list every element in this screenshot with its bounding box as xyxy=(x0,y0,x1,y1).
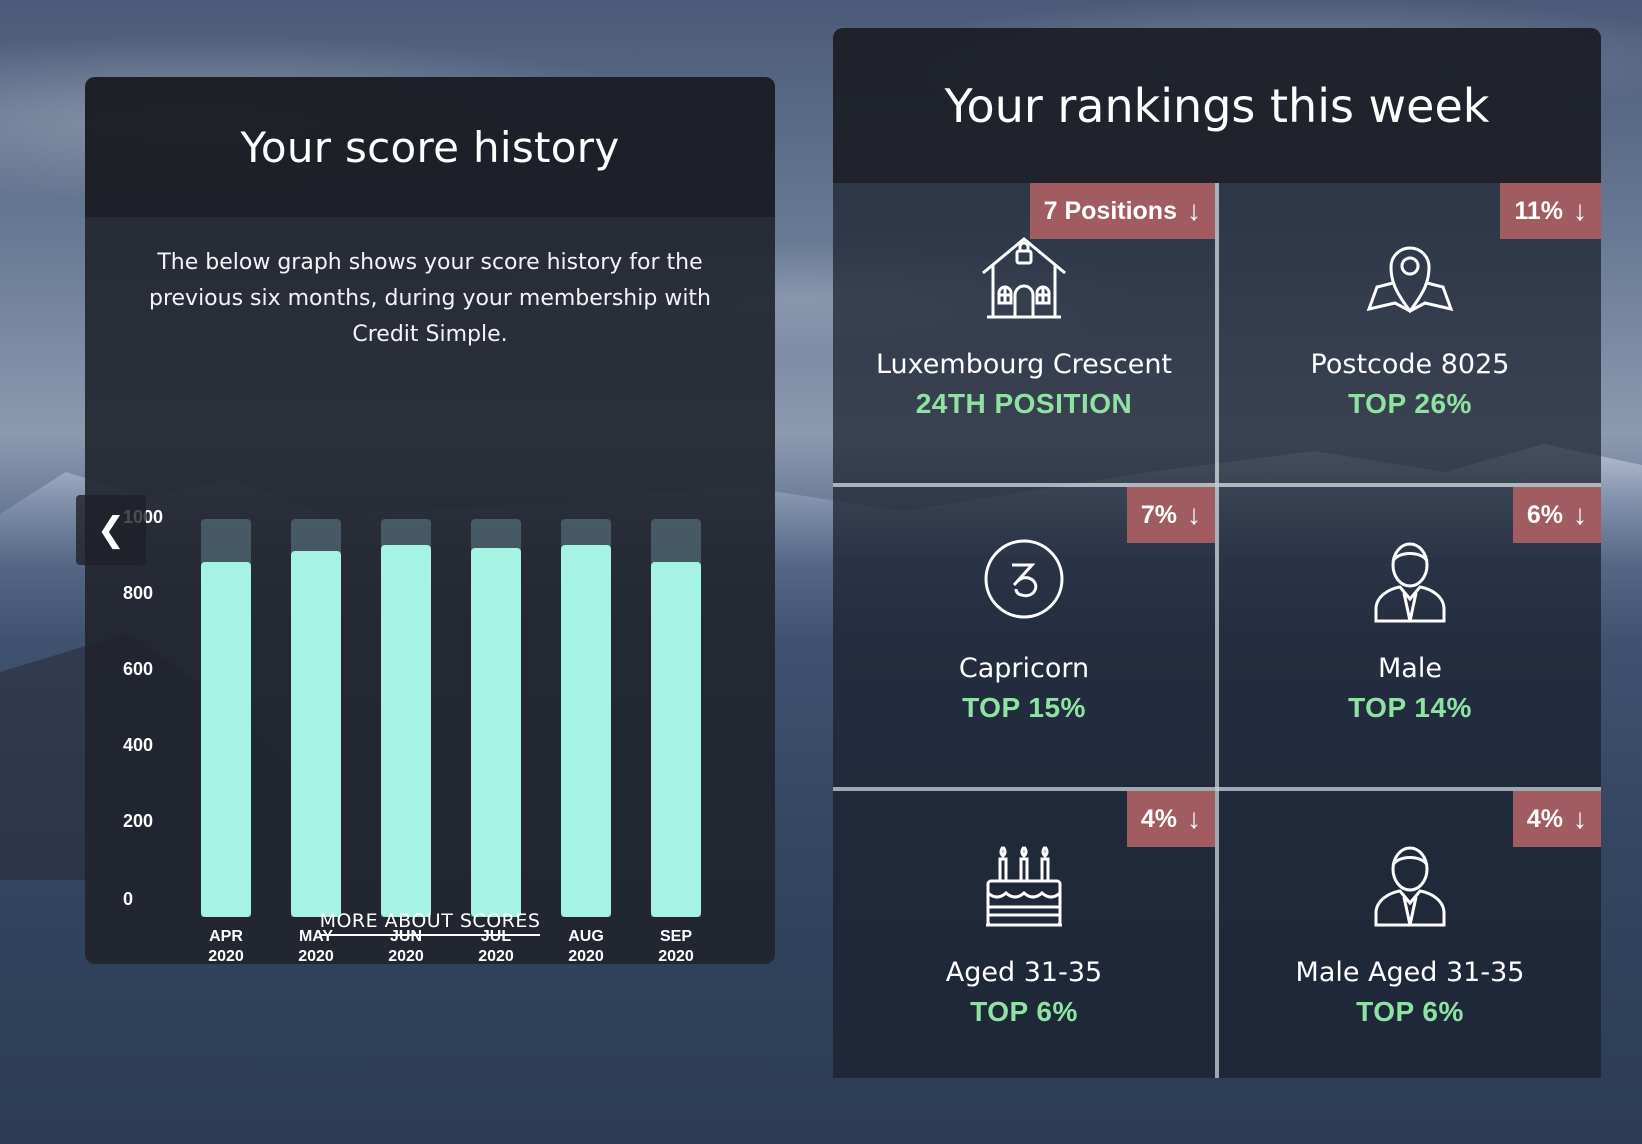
ranking-label: Luxembourg Crescent xyxy=(875,349,1173,380)
change-badge-text: 6% xyxy=(1526,500,1563,529)
bar-aug[interactable] xyxy=(561,519,611,917)
rankings-panel: Your rankings this week 7 Positions ↓ Lu… xyxy=(833,28,1601,1078)
bar-fill xyxy=(201,562,251,917)
change-badge: 7 Positions ↓ xyxy=(1029,183,1215,239)
grid-divider-horizontal xyxy=(833,483,1601,487)
x-tick-label-apr: APR 2020 xyxy=(186,927,266,964)
arrow-down-icon: ↓ xyxy=(1573,499,1587,530)
male-user-icon xyxy=(1219,537,1601,627)
score-history-chart: 1000 800 600 400 200 0 xyxy=(85,437,775,964)
ranking-label: Male Aged 31-35 xyxy=(1295,957,1525,988)
bar-jun[interactable] xyxy=(381,519,431,917)
bar-fill xyxy=(381,545,431,917)
ranking-value: TOP 14% xyxy=(1348,692,1472,723)
ranking-value: TOP 6% xyxy=(1356,996,1464,1027)
ranking-card-star-sign[interactable]: 7% ↓ Capricorn TOP 15% xyxy=(833,487,1215,787)
change-badge-text: 7% xyxy=(1140,500,1177,529)
bar-jul[interactable] xyxy=(471,519,521,917)
ranking-value: TOP 26% xyxy=(1348,388,1472,419)
more-about-scores-text: MORE ABOUT SCORES xyxy=(319,910,541,936)
map-pin-icon xyxy=(1219,233,1601,323)
change-badge-text: 4% xyxy=(1140,804,1177,833)
change-badge: 4% ↓ xyxy=(1126,791,1215,847)
ranking-card-postcode[interactable]: 11% ↓ Postcode 8025 TOP 26% xyxy=(1219,183,1601,483)
house-icon xyxy=(833,233,1215,323)
chevron-left-icon: ❮ xyxy=(96,510,126,550)
change-badge: 7% ↓ xyxy=(1126,487,1215,543)
x-tick-year: 2020 xyxy=(388,948,424,964)
x-tick-month: APR xyxy=(209,928,243,945)
score-history-title: Your score history xyxy=(240,122,620,172)
score-history-description: The below graph shows your score history… xyxy=(148,250,711,347)
y-tick-label: 600 xyxy=(123,659,154,679)
ranking-card-gender-age[interactable]: 4% ↓ Male Aged 31-35 TOP 6% xyxy=(1219,791,1601,1078)
ranking-label: Male xyxy=(1378,653,1442,684)
score-history-panel: Your score history The below graph shows… xyxy=(85,77,775,964)
bar-fill xyxy=(651,562,701,917)
bar-sep[interactable] xyxy=(651,519,701,917)
rankings-title: Your rankings this week xyxy=(944,78,1490,133)
ranking-value: 24TH POSITION xyxy=(915,388,1133,419)
x-tick-label-may: MAY 2020 xyxy=(276,927,356,964)
x-tick-month: JUN xyxy=(389,928,422,945)
change-badge: 4% ↓ xyxy=(1512,791,1601,847)
x-tick-year: 2020 xyxy=(478,948,514,964)
male-user-icon xyxy=(1219,841,1601,931)
ranking-value: TOP 6% xyxy=(970,996,1078,1027)
arrow-down-icon: ↓ xyxy=(1187,803,1201,834)
ranking-card-gender[interactable]: 6% ↓ Male TOP 14% xyxy=(1219,487,1601,787)
ranking-value: TOP 15% xyxy=(962,692,1086,723)
capricorn-icon xyxy=(833,537,1215,627)
ranking-card-street[interactable]: 7 Positions ↓ Luxembourg Crescent 24TH P… xyxy=(833,183,1215,483)
rankings-header: Your rankings this week xyxy=(833,28,1601,183)
x-tick-year: 2020 xyxy=(658,948,694,964)
y-tick-label: 400 xyxy=(123,735,154,755)
ranking-card-age[interactable]: 4% ↓ Aged 31-35 TOP 6% xyxy=(833,791,1215,1078)
change-badge-text: 4% xyxy=(1526,804,1563,833)
x-tick-year: 2020 xyxy=(208,948,244,964)
change-badge: 6% ↓ xyxy=(1512,487,1601,543)
x-tick-month: AUG xyxy=(568,928,604,945)
y-tick-label: 200 xyxy=(123,811,154,831)
grid-divider-vertical xyxy=(1215,183,1219,1078)
arrow-down-icon: ↓ xyxy=(1187,195,1201,226)
change-badge-text: 7 Positions xyxy=(1043,196,1177,225)
x-tick-month: MAY xyxy=(298,928,334,945)
x-tick-label-jul: JUL 2020 xyxy=(456,927,536,964)
ranking-label: Aged 31-35 xyxy=(945,957,1103,988)
change-badge-text: 11% xyxy=(1514,196,1563,225)
birthday-cake-icon xyxy=(833,841,1215,931)
bar-fill xyxy=(561,545,611,917)
y-tick-label: 0 xyxy=(123,889,134,909)
previous-arrow-button[interactable]: ❮ xyxy=(76,495,146,565)
change-badge: 11% ↓ xyxy=(1500,183,1601,239)
ranking-label: Capricorn xyxy=(958,653,1090,684)
x-tick-month: SEP xyxy=(659,928,692,945)
arrow-down-icon: ↓ xyxy=(1573,803,1587,834)
more-about-scores-link[interactable]: MORE ABOUT SCORES xyxy=(85,910,775,936)
ranking-label: Postcode 8025 xyxy=(1310,349,1510,380)
rankings-grid: 7 Positions ↓ Luxembourg Crescent 24TH P… xyxy=(833,183,1601,1078)
score-history-header: Your score history xyxy=(85,77,775,217)
x-tick-label-aug: AUG 2020 xyxy=(546,927,626,964)
x-tick-month: JUL xyxy=(480,928,512,945)
bar-apr[interactable] xyxy=(201,519,251,917)
x-tick-label-jun: JUN 2020 xyxy=(366,927,446,964)
bar-fill xyxy=(471,548,521,917)
arrow-down-icon: ↓ xyxy=(1187,499,1201,530)
x-tick-year: 2020 xyxy=(568,948,604,964)
x-tick-label-sep: SEP 2020 xyxy=(636,927,716,964)
bar-fill xyxy=(291,551,341,917)
y-tick-label: 800 xyxy=(123,583,154,603)
grid-divider-horizontal xyxy=(833,787,1601,791)
x-tick-year: 2020 xyxy=(298,948,334,964)
arrow-down-icon: ↓ xyxy=(1573,195,1587,226)
bar-may[interactable] xyxy=(291,519,341,917)
